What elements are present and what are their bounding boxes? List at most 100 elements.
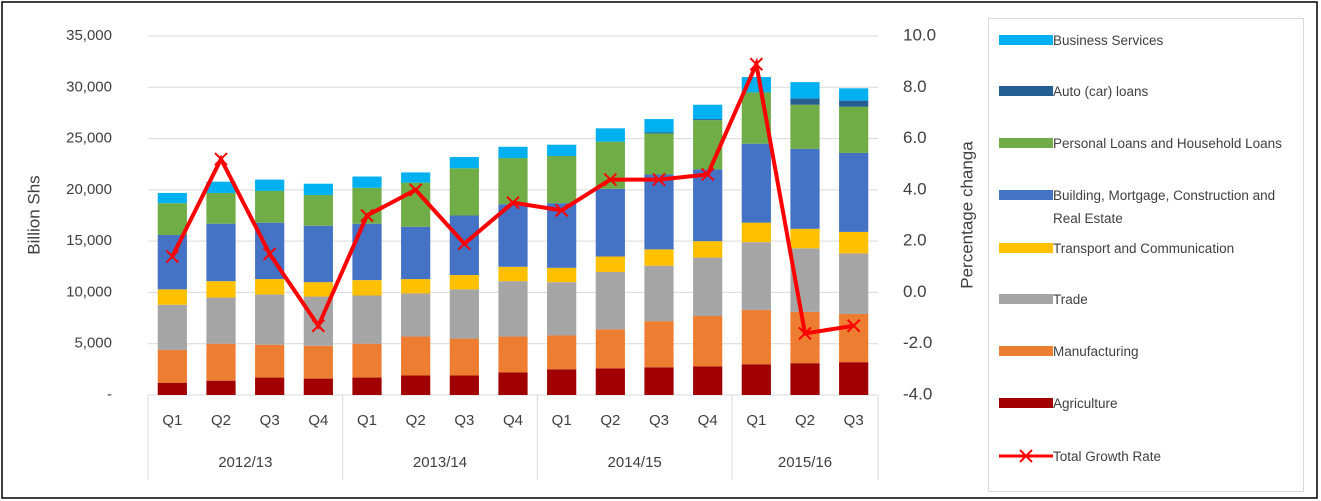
legend-label: Personal Loans and Household Loans bbox=[1053, 136, 1282, 151]
bar-segment bbox=[644, 119, 674, 133]
growth-marker bbox=[214, 152, 228, 166]
bar-segment bbox=[741, 222, 771, 243]
growth-marker bbox=[311, 319, 326, 333]
bar-segment bbox=[303, 345, 333, 379]
bar-segment bbox=[352, 343, 382, 378]
bar-segment bbox=[401, 336, 431, 376]
y2-tick-label: 8.0 bbox=[903, 77, 927, 96]
bar-segment bbox=[644, 174, 674, 250]
x-tick-label: Q3 bbox=[649, 412, 669, 429]
bar-segment bbox=[741, 309, 771, 365]
bar-segment bbox=[157, 192, 187, 204]
y2-axis-title: Percentage changa bbox=[957, 141, 976, 289]
bar-segment bbox=[790, 148, 820, 229]
bar-segment bbox=[255, 344, 285, 378]
bar-segment bbox=[206, 281, 236, 298]
bar-segment bbox=[401, 226, 431, 280]
legend-entry: Building, Mortgage, Construction and Rea… bbox=[999, 184, 1299, 230]
growth-marker bbox=[408, 183, 423, 197]
bar-segment bbox=[498, 146, 528, 159]
bar-segment bbox=[303, 378, 333, 395]
legend-label: Business Services bbox=[1053, 33, 1164, 48]
bar-segment bbox=[255, 294, 285, 345]
x-tick-label: Q1 bbox=[357, 412, 377, 429]
bar-segment bbox=[449, 274, 479, 290]
bar-segment bbox=[206, 343, 236, 381]
bar-segment bbox=[498, 281, 528, 337]
bar-segment bbox=[790, 98, 820, 105]
growth-marker bbox=[603, 172, 618, 187]
legend-label: Trade bbox=[1053, 292, 1088, 307]
bar-segment bbox=[644, 133, 674, 175]
bar-segment bbox=[839, 313, 869, 363]
y2-tick-label: 0.0 bbox=[903, 282, 927, 301]
x-tick-label: Q1 bbox=[746, 412, 766, 429]
bar-segment bbox=[303, 225, 333, 283]
x-tick-label: Q3 bbox=[260, 412, 280, 429]
bar-segment bbox=[352, 280, 382, 296]
growth-marker bbox=[652, 172, 666, 187]
bar-segment bbox=[644, 249, 674, 266]
legend-label: Transport and Communication bbox=[1053, 241, 1235, 256]
legend-entry: Transport and Communication bbox=[999, 237, 1299, 260]
bar-segment bbox=[352, 223, 382, 281]
legend-label: Building, Mortgage, Construction and Rea… bbox=[1053, 188, 1276, 226]
bar-segment bbox=[693, 169, 723, 242]
y2-tick-label: 2.0 bbox=[903, 231, 927, 250]
legend-entry: Manufacturing bbox=[999, 340, 1299, 363]
legend-label: Auto (car) loans bbox=[1053, 84, 1149, 99]
legend-swatch bbox=[999, 29, 1053, 49]
group-label: 2014/15 bbox=[608, 454, 662, 471]
x-tick-label: Q4 bbox=[308, 412, 328, 429]
growth-marker bbox=[749, 57, 764, 71]
bar-segment bbox=[693, 316, 723, 367]
bar-segment bbox=[547, 335, 577, 370]
y-tick-label: 35,000 bbox=[66, 27, 112, 44]
bar-segment bbox=[839, 152, 869, 232]
bar-segment bbox=[401, 172, 431, 183]
bar-segment bbox=[595, 271, 625, 330]
legend-swatch bbox=[999, 288, 1053, 308]
legend-entry: Personal Loans and Household Loans bbox=[999, 132, 1299, 155]
legend-label: Agriculture bbox=[1053, 396, 1118, 411]
bar-segment bbox=[498, 336, 528, 373]
bar-segment bbox=[693, 366, 723, 395]
bar-segment bbox=[303, 183, 333, 195]
x-tick-label: Q3 bbox=[844, 412, 864, 429]
y-tick-label: - bbox=[107, 386, 112, 403]
growth-marker bbox=[457, 236, 472, 251]
bar-segment bbox=[498, 158, 528, 205]
bar-segment bbox=[157, 349, 187, 383]
bar-segment bbox=[157, 203, 187, 235]
growth-marker bbox=[846, 319, 861, 333]
legend-swatch bbox=[999, 80, 1053, 100]
bar-segment bbox=[449, 168, 479, 216]
bar-segment bbox=[790, 311, 820, 364]
group-label: 2013/14 bbox=[413, 454, 467, 471]
legend-swatch bbox=[999, 392, 1053, 412]
bar-segment bbox=[839, 88, 869, 101]
group-label: 2015/16 bbox=[778, 454, 832, 471]
bar-segment bbox=[839, 231, 869, 254]
y-tick-label: 5,000 bbox=[74, 335, 112, 352]
bar-segment bbox=[352, 176, 382, 188]
x-tick-label: Q2 bbox=[795, 412, 815, 429]
legend-swatch bbox=[999, 184, 1053, 204]
bar-segment bbox=[303, 282, 333, 297]
x-tick-label: Q1 bbox=[552, 412, 572, 429]
y-tick-label: 30,000 bbox=[66, 78, 112, 95]
legend-swatch bbox=[999, 445, 1053, 465]
legend-entry: Business Services bbox=[999, 29, 1299, 52]
bar-segment bbox=[790, 363, 820, 395]
bar-segment bbox=[547, 203, 577, 268]
bar-segment bbox=[449, 157, 479, 169]
growth-marker bbox=[360, 208, 374, 223]
legend-swatch bbox=[999, 132, 1053, 152]
y-tick-label: 15,000 bbox=[66, 232, 112, 249]
x-tick-label: Q2 bbox=[600, 412, 620, 429]
growth-marker bbox=[554, 203, 569, 218]
legend-label: Total Growth Rate bbox=[1053, 449, 1162, 464]
x-tick-label: Q2 bbox=[406, 412, 426, 429]
